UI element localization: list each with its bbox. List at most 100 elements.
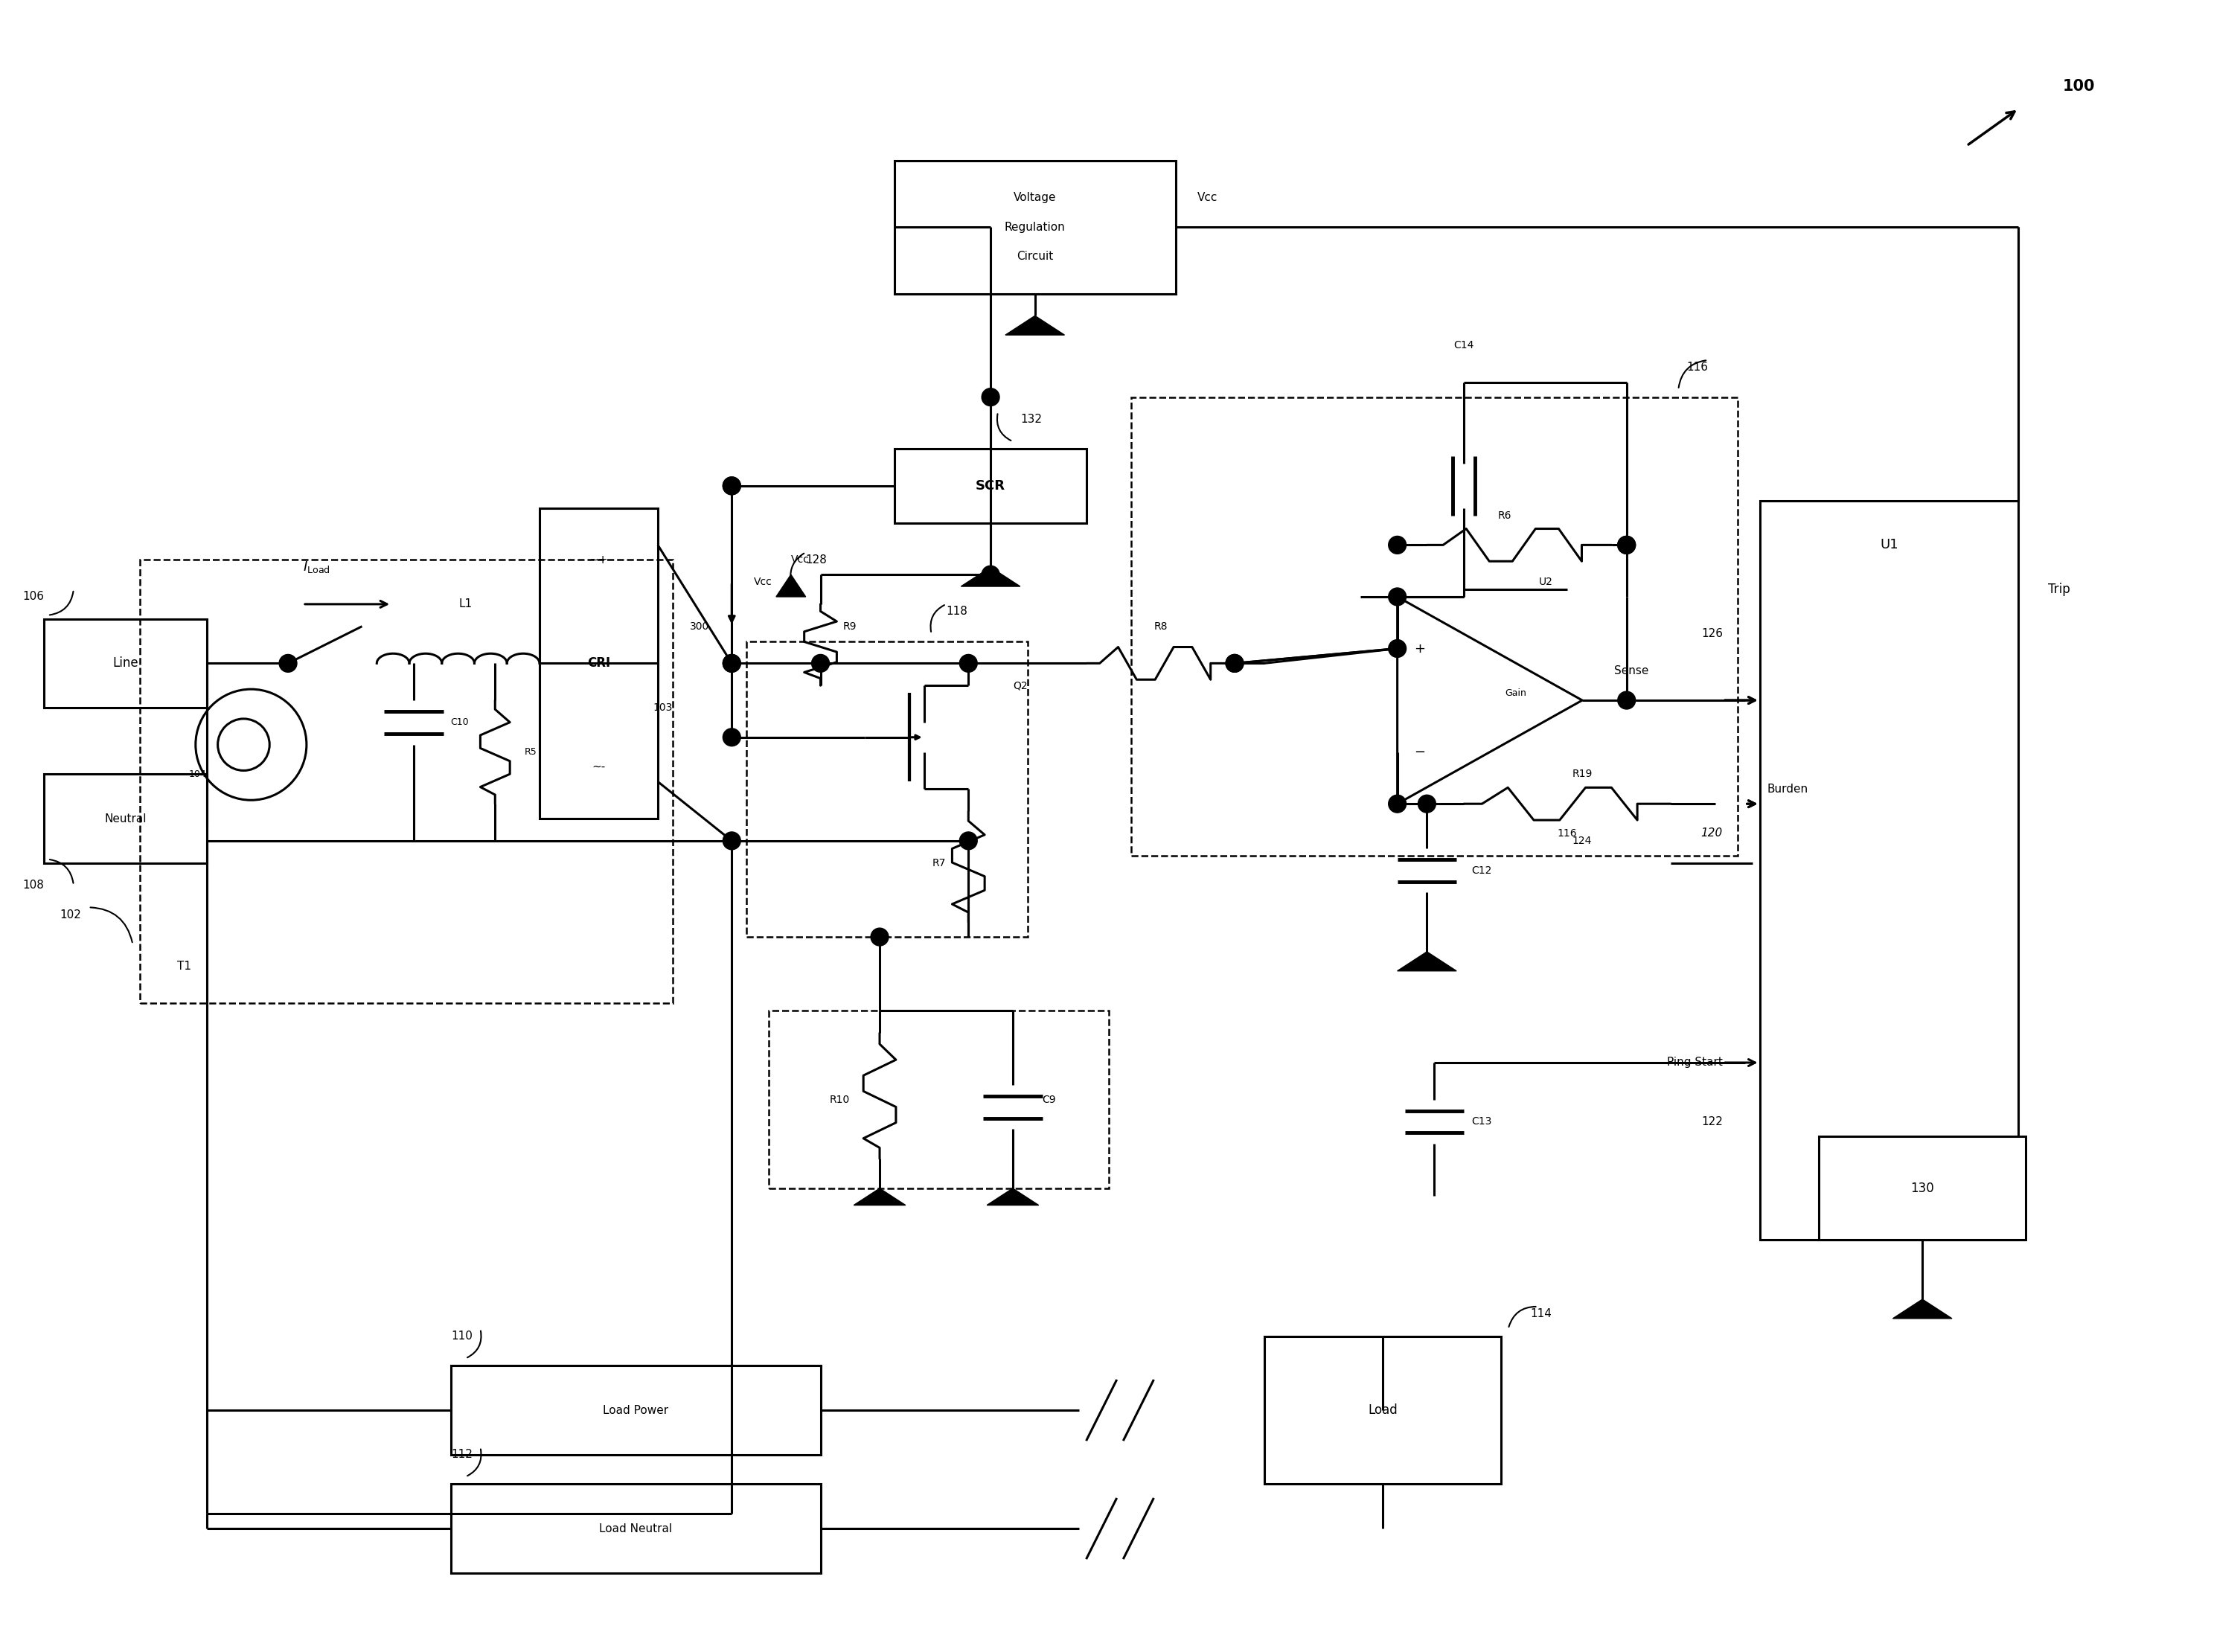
- Circle shape: [724, 833, 741, 849]
- Text: C14: C14: [1454, 340, 1474, 350]
- Text: R6: R6: [1499, 510, 1512, 520]
- Bar: [746, 641, 1028, 937]
- Bar: [450, 1483, 820, 1573]
- Text: SCR: SCR: [977, 479, 1006, 492]
- Circle shape: [959, 654, 977, 672]
- Text: Circuit: Circuit: [1017, 251, 1053, 263]
- Text: R5: R5: [524, 747, 538, 757]
- Text: 300: 300: [690, 621, 710, 631]
- Circle shape: [724, 654, 741, 672]
- Polygon shape: [853, 1188, 905, 1206]
- Text: U2: U2: [1539, 577, 1552, 586]
- Circle shape: [724, 729, 741, 747]
- Text: Vcc: Vcc: [755, 577, 773, 586]
- Text: 114: 114: [1530, 1308, 1552, 1320]
- Text: Gain: Gain: [1505, 687, 1525, 697]
- Text: CRI: CRI: [587, 656, 609, 671]
- Polygon shape: [1006, 316, 1064, 335]
- Text: R9: R9: [842, 621, 856, 631]
- Bar: [540, 509, 659, 819]
- Text: R19: R19: [1572, 770, 1593, 780]
- Text: Burden: Burden: [1767, 783, 1808, 795]
- Circle shape: [724, 654, 741, 672]
- Text: 106: 106: [22, 591, 45, 603]
- Bar: [450, 1366, 820, 1454]
- Text: C10: C10: [450, 717, 468, 727]
- Text: Q2: Q2: [1012, 681, 1028, 691]
- Circle shape: [811, 654, 829, 672]
- Bar: [1131, 396, 1738, 856]
- Circle shape: [724, 477, 741, 494]
- Text: Line: Line: [112, 656, 139, 671]
- Circle shape: [1389, 795, 1407, 813]
- Text: 132: 132: [1019, 413, 1042, 425]
- Text: Vcc: Vcc: [791, 555, 809, 565]
- Text: 100: 100: [2063, 79, 2094, 94]
- Text: C13: C13: [1472, 1117, 1492, 1127]
- Circle shape: [981, 565, 999, 583]
- Text: 103: 103: [652, 702, 672, 714]
- Text: R10: R10: [829, 1094, 849, 1105]
- Text: U1: U1: [1879, 539, 1897, 552]
- Text: Regulation: Regulation: [1004, 221, 1066, 233]
- Bar: [45, 775, 206, 862]
- Bar: [45, 620, 206, 707]
- Bar: [1819, 1137, 2025, 1241]
- Circle shape: [1389, 537, 1407, 553]
- Text: −: −: [1413, 745, 1425, 758]
- Text: 102: 102: [60, 909, 81, 920]
- Text: Load: Load: [1369, 1404, 1398, 1417]
- Text: 120: 120: [1700, 828, 1723, 839]
- Bar: [1761, 501, 2018, 1241]
- Circle shape: [1389, 639, 1407, 657]
- Text: C9: C9: [1042, 1094, 1057, 1105]
- Bar: [141, 560, 672, 1003]
- Text: 116: 116: [1557, 828, 1577, 839]
- Text: Load Power: Load Power: [603, 1404, 668, 1416]
- Text: 124: 124: [1572, 836, 1593, 846]
- Circle shape: [871, 928, 889, 947]
- Polygon shape: [988, 1188, 1039, 1206]
- Text: R7: R7: [932, 857, 945, 869]
- Text: 112: 112: [452, 1449, 473, 1460]
- Bar: [894, 160, 1176, 294]
- Polygon shape: [1893, 1298, 1951, 1318]
- Text: ~+: ~+: [589, 553, 607, 565]
- Text: ~-: ~-: [591, 762, 605, 773]
- Text: C12: C12: [1472, 866, 1492, 876]
- Bar: [894, 449, 1086, 522]
- Circle shape: [959, 833, 977, 849]
- Bar: [1263, 1336, 1501, 1483]
- Text: 128: 128: [806, 553, 827, 565]
- Text: L1: L1: [459, 598, 473, 610]
- Text: 116: 116: [1687, 362, 1707, 373]
- Circle shape: [981, 388, 999, 406]
- Text: 104: 104: [188, 770, 206, 780]
- Text: 122: 122: [1700, 1117, 1723, 1127]
- Text: +: +: [1413, 643, 1425, 656]
- Bar: [768, 1011, 1109, 1188]
- Text: 118: 118: [945, 606, 968, 618]
- Circle shape: [1225, 654, 1243, 672]
- Text: 126: 126: [1700, 628, 1723, 639]
- Text: Sense: Sense: [1615, 666, 1649, 676]
- Text: R8: R8: [1154, 621, 1167, 631]
- Circle shape: [1617, 692, 1635, 709]
- Polygon shape: [1398, 596, 1581, 805]
- Circle shape: [724, 477, 741, 494]
- Text: Ping Start: Ping Start: [1667, 1057, 1723, 1069]
- Text: Voltage: Voltage: [1012, 192, 1057, 203]
- Polygon shape: [961, 567, 1019, 586]
- Text: T1: T1: [177, 961, 193, 971]
- Circle shape: [1225, 654, 1243, 672]
- Circle shape: [1617, 537, 1635, 553]
- Circle shape: [1418, 795, 1436, 813]
- Circle shape: [1389, 588, 1407, 606]
- Text: Neutral: Neutral: [105, 813, 146, 824]
- Circle shape: [280, 654, 298, 672]
- Polygon shape: [1398, 952, 1456, 971]
- Text: 110: 110: [452, 1330, 473, 1341]
- Text: $\mathit{I}_{\rm Load}$: $\mathit{I}_{\rm Load}$: [302, 560, 329, 575]
- Circle shape: [1617, 537, 1635, 553]
- Text: 108: 108: [22, 879, 45, 890]
